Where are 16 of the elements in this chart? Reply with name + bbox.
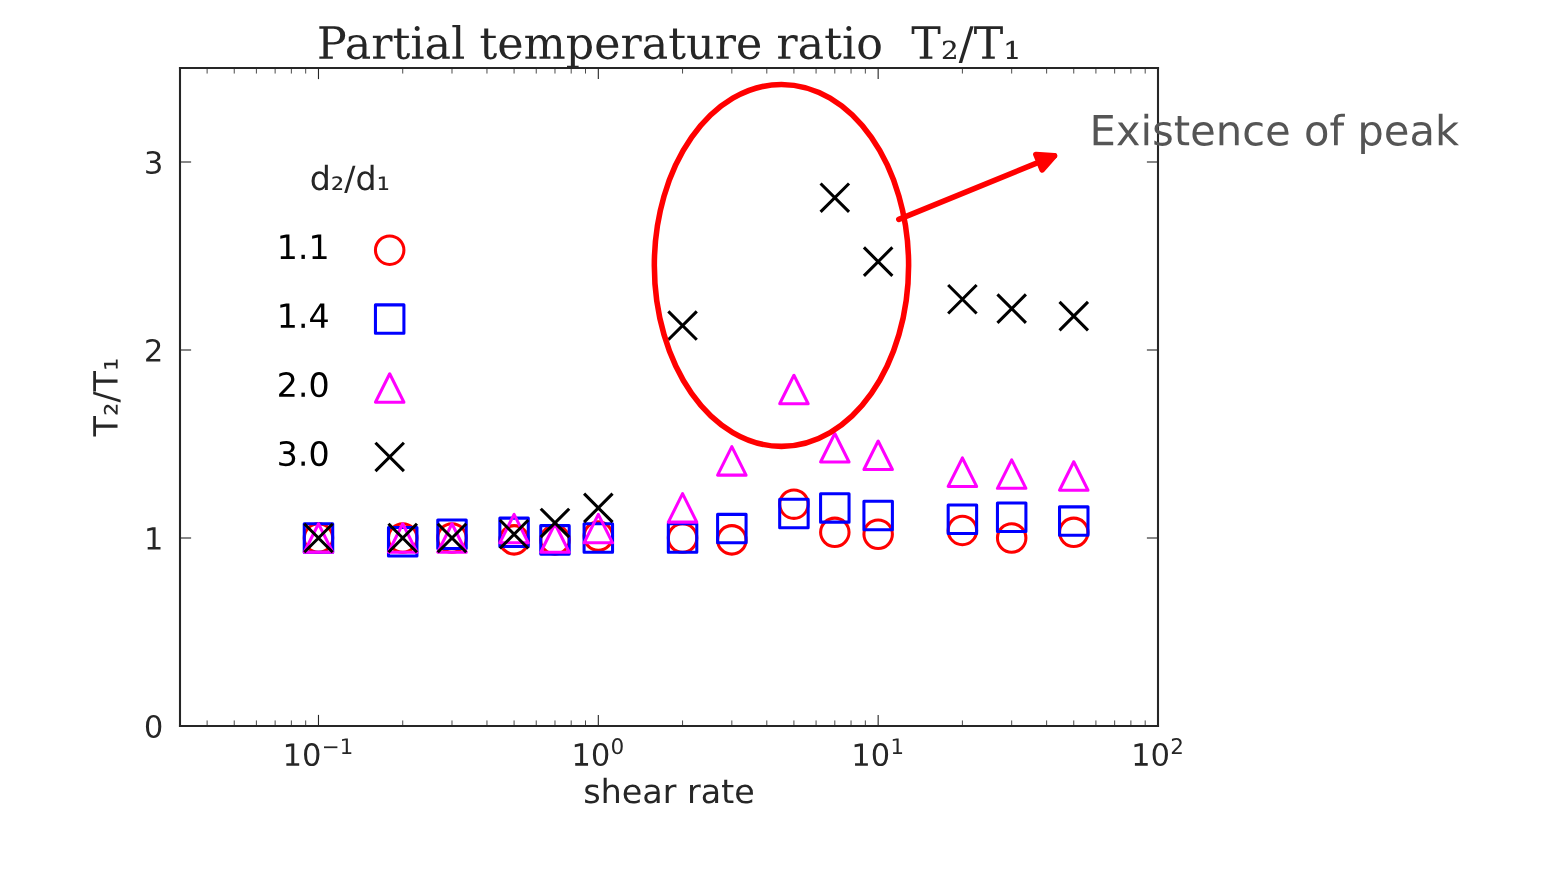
- y-tick-label: 1: [147, 527, 161, 550]
- legend-label: 1.4: [280, 303, 328, 328]
- y-tick-label: 0: [145, 714, 162, 739]
- y-tick-label: 3: [146, 150, 161, 175]
- y-axis-title: T₂/T₁: [93, 359, 121, 437]
- x-tick-label: 10$^{−1}$: [285, 738, 352, 767]
- legend-label: 2.0: [279, 372, 328, 398]
- x-axis-title: shear rate: [585, 777, 753, 804]
- x-tick-label: 10$^{2}$: [1134, 738, 1182, 767]
- chart-title: Partial temperature ratio T₂/T₁: [319, 24, 1018, 68]
- legend-label: 3.0: [279, 440, 328, 467]
- legend-label: 1.1: [280, 234, 327, 259]
- x-tick-label: 10$^{1}$: [854, 738, 903, 767]
- legend-title: d₂/d₁: [311, 164, 389, 194]
- y-tick-label: 2: [146, 338, 161, 362]
- x-tick-label: 10$^{0}$: [574, 738, 623, 767]
